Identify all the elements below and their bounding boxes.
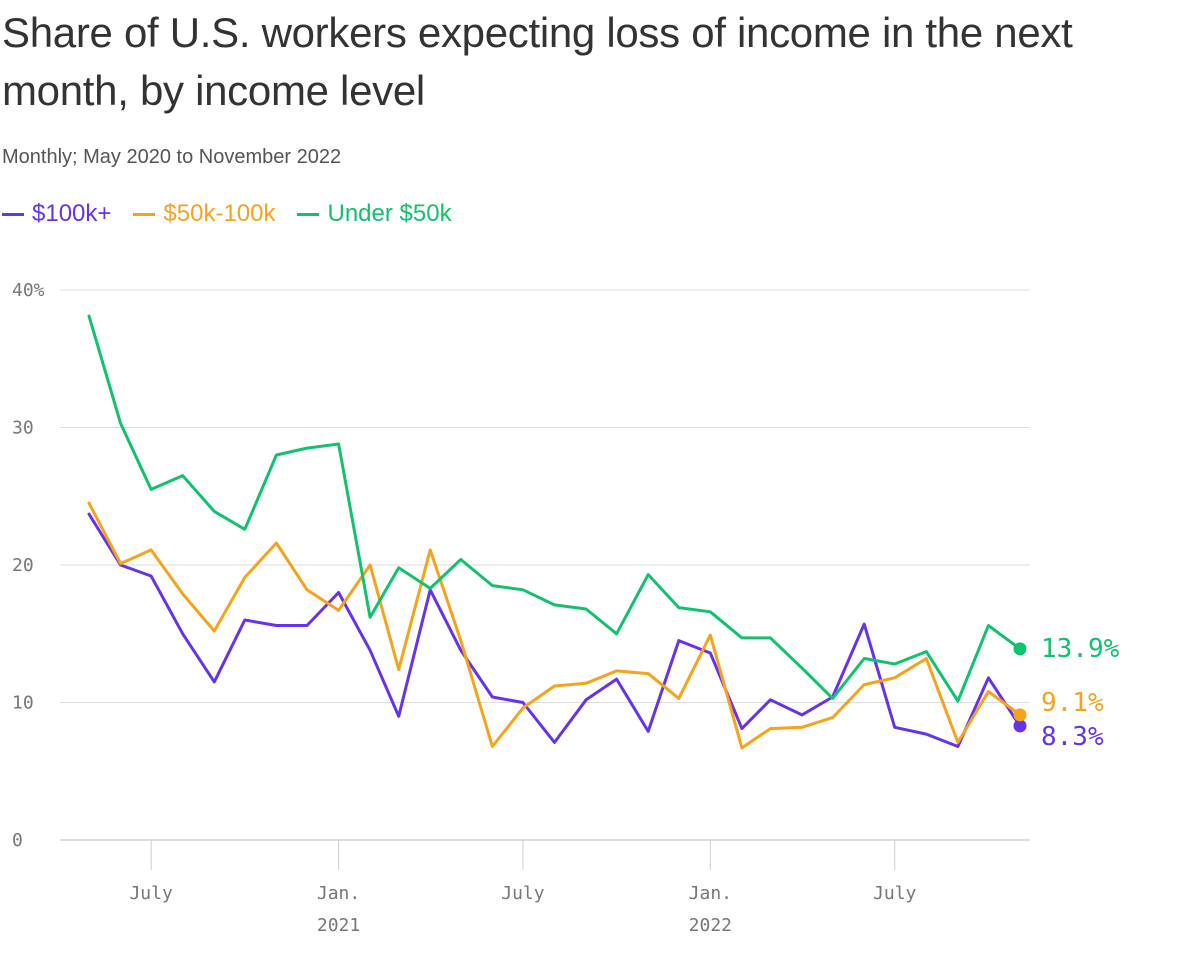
- legend-item-100k-plus: $100k+: [2, 200, 111, 228]
- x-tick-label-4: July: [873, 883, 917, 904]
- end-label-50k-100k: 9.1%: [1041, 688, 1104, 718]
- end-dot-50k-100k: [1013, 708, 1027, 722]
- x-tick-label-0: July: [129, 883, 173, 904]
- y-tick-label-0: 0: [12, 830, 23, 851]
- legend-label-100k-plus: $100k+: [32, 200, 112, 227]
- legend-label-50k-100k: $50k-100k: [163, 200, 276, 227]
- y-tick-label-40: 40%: [12, 280, 45, 301]
- end-label-100k: 8.3%: [1041, 722, 1104, 752]
- legend-label-under-50k: Under $50k: [327, 200, 452, 227]
- y-tick-label-30: 30: [12, 418, 34, 439]
- x-tick-label-3: Jan.: [689, 883, 732, 904]
- x-tick-label-1: Jan.: [317, 883, 360, 904]
- x-tick-year-3: 2022: [689, 915, 732, 936]
- x-tick-year-1: 2021: [317, 915, 360, 936]
- end-label-under-50k: 13.9%: [1041, 634, 1120, 664]
- end-dot-100k: [1013, 719, 1027, 733]
- series-line-50k-100k: [87, 501, 1022, 750]
- x-tick-label-2: July: [501, 883, 545, 904]
- legend-swatch-50k-100k: [133, 212, 156, 216]
- legend-swatch-100k-plus: [2, 212, 24, 216]
- legend-swatch-under-50k: [297, 212, 320, 216]
- legend-item-50k-100k: $50k-100k: [133, 200, 275, 228]
- end-dot-under-50k: [1013, 642, 1027, 656]
- legend-item-under-50k: Under $50k: [297, 200, 452, 228]
- series-line-100k: [87, 512, 1022, 748]
- y-tick-label-10: 10: [12, 693, 34, 714]
- chart-title: Share of U.S. workers expecting loss of …: [2, 9, 1073, 114]
- series-line-under-50k: [87, 314, 1022, 703]
- chart-subtitle: Monthly; May 2020 to November 2022: [2, 146, 342, 168]
- y-tick-label-20: 20: [12, 555, 34, 576]
- legend: $100k+ $50k-100k Under $50k: [2, 200, 474, 228]
